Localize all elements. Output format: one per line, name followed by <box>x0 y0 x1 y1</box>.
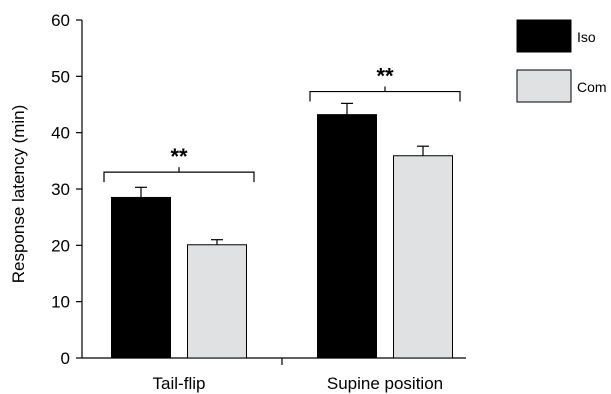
significance-bracket <box>309 86 461 102</box>
y-tick-label: 0 <box>61 349 70 368</box>
significance-label: ** <box>170 144 188 169</box>
legend-swatch-iso <box>516 19 572 53</box>
axes: 0 10 20 30 40 50 60 Tail-flip Supine position <box>51 11 466 393</box>
x-tick-label: Tail-flip <box>153 374 206 393</box>
bars <box>111 102 453 359</box>
significance-annotations: ** ** <box>103 64 461 183</box>
y-tick-label: 50 <box>51 67 70 86</box>
y-tick-label: 20 <box>51 236 70 255</box>
bar-com-1 <box>187 244 247 359</box>
y-tick-label: 40 <box>51 124 70 143</box>
bar-com-2 <box>393 155 453 359</box>
bar-iso-1 <box>111 196 171 359</box>
legend-label-iso: Iso <box>577 29 596 45</box>
y-tick-label: 30 <box>51 180 70 199</box>
bar-iso-2 <box>317 114 377 359</box>
legend: Iso Com <box>516 19 607 103</box>
significance-bracket <box>103 167 255 183</box>
y-tick-label: 60 <box>51 11 70 30</box>
legend-label-com: Com <box>577 79 607 95</box>
legend-swatch-com <box>516 69 572 103</box>
y-tick-label: 10 <box>51 293 70 312</box>
y-axis-title: Response latency (min) <box>9 105 28 284</box>
x-tick-label: Supine position <box>327 374 443 393</box>
significance-label: ** <box>376 64 394 89</box>
